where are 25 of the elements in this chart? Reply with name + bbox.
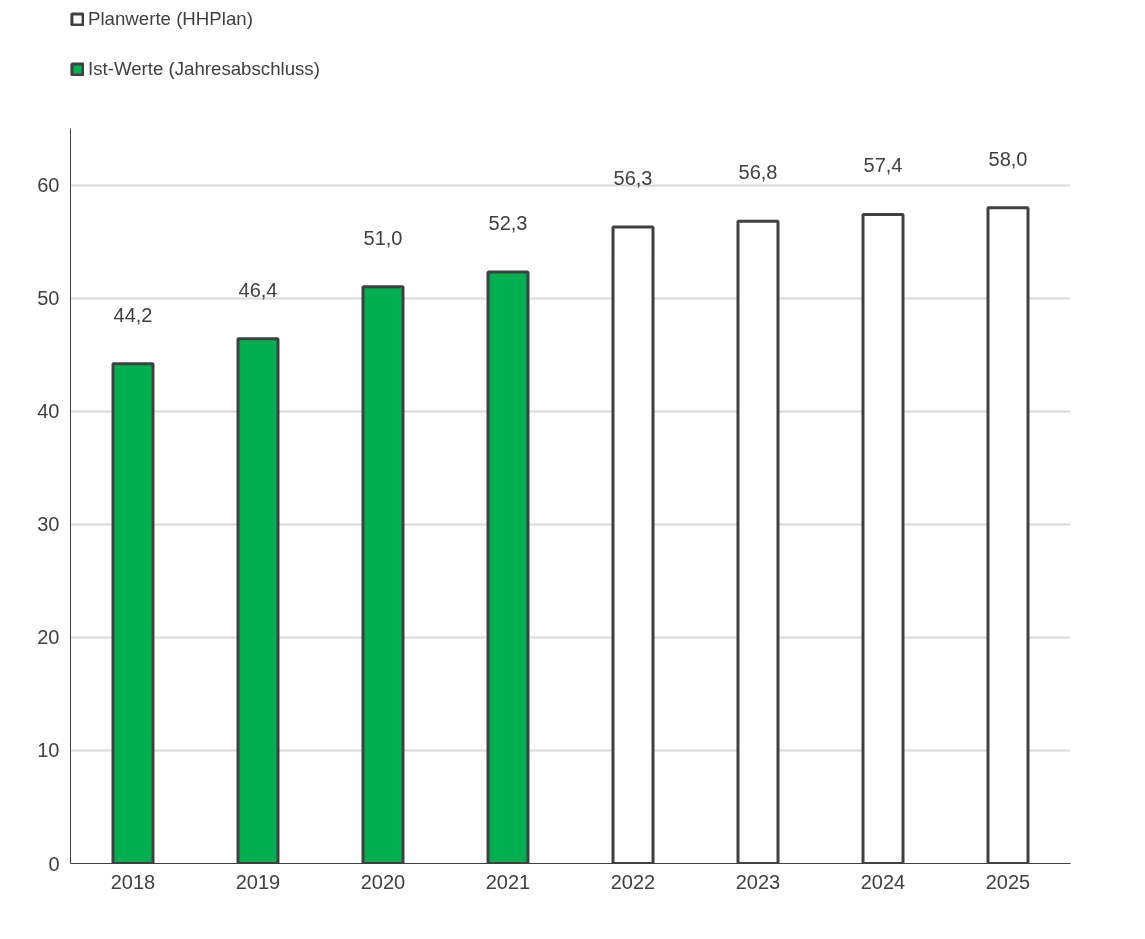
x-tick-label: 2018 [110,870,156,893]
data-label: 56,3 [613,166,653,189]
legend-label: Ist-Werte (Jahresabschluss) [88,58,320,80]
x-tick-label: 2023 [735,870,781,893]
x-tick-label: 2022 [610,870,656,893]
x-tick-label: 2025 [985,870,1031,893]
legend-label: Planwerte (HHPlan) [88,8,253,30]
x-tick-label: 2019 [235,870,281,893]
x-tick-label: 2020 [360,870,406,893]
y-tick-label: 0 [48,852,60,875]
data-label: 57,4 [863,154,903,177]
y-tick-label: 50 [37,287,60,310]
y-tick-label: 10 [37,739,60,762]
y-tick-label: 30 [37,513,60,536]
data-label: 56,8 [738,161,778,184]
y-tick-label: 20 [37,626,60,649]
data-label: 46,4 [238,278,278,301]
data-label: 44,2 [113,303,153,326]
data-label: 51,0 [363,226,403,249]
y-tick-label: 60 [37,174,60,197]
data-label: 58,0 [988,147,1028,170]
x-tick-label: 2021 [485,870,531,893]
y-tick-label: 40 [37,400,60,423]
data-label: 52,3 [488,212,528,235]
x-tick-label: 2024 [860,870,906,893]
